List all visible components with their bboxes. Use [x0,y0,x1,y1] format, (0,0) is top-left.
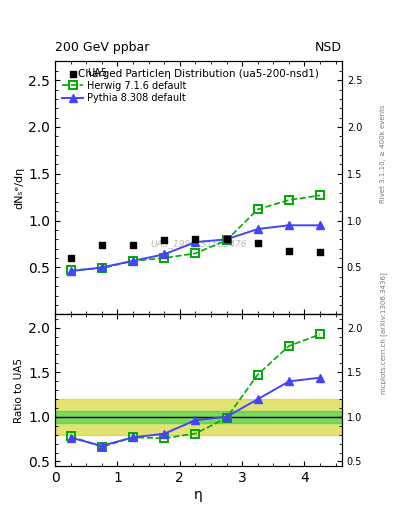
Text: Rivet 3.1.10, ≥ 400k events: Rivet 3.1.10, ≥ 400k events [380,104,386,203]
Pythia 8.308 default [318,222,322,228]
UA5 [130,241,136,249]
Pythia 8.308 default [130,258,135,264]
UA5 [255,239,261,247]
Line: Herwig 7.1.6 default: Herwig 7.1.6 default [67,191,324,274]
Herwig 7.1.6 default [318,193,322,199]
Herwig 7.1.6 default [68,267,73,273]
UA5 [99,241,105,249]
Pythia 8.308 default [99,264,104,270]
Pythia 8.308 default [286,222,291,228]
Herwig 7.1.6 default [130,258,135,264]
Text: Charged Particleη Distribution (ua5-200-nsd1): Charged Particleη Distribution (ua5-200-… [78,69,319,79]
UA5 [161,236,167,244]
Herwig 7.1.6 default [193,250,198,257]
Herwig 7.1.6 default [224,237,229,243]
Y-axis label: dNₛᵉ/dη: dNₛᵉ/dη [14,167,24,209]
UA5 [68,254,74,262]
UA5 [286,246,292,254]
Y-axis label: Ratio to UA5: Ratio to UA5 [14,357,24,422]
Pythia 8.308 default [193,239,198,245]
Pythia 8.308 default [162,251,167,258]
Text: NSD: NSD [315,41,342,54]
X-axis label: η: η [194,487,203,502]
Herwig 7.1.6 default [286,197,291,203]
Pythia 8.308 default [255,226,260,232]
Bar [55,399,342,435]
Herwig 7.1.6 default [255,206,260,212]
Text: UA5_1996_S1583476: UA5_1996_S1583476 [150,239,247,248]
Legend: UA5, Herwig 7.1.6 default, Pythia 8.308 default: UA5, Herwig 7.1.6 default, Pythia 8.308 … [60,66,188,105]
UA5 [223,235,230,243]
Line: Pythia 8.308 default: Pythia 8.308 default [67,222,324,275]
UA5 [317,248,323,257]
Herwig 7.1.6 default [99,265,104,271]
Pythia 8.308 default [68,268,73,274]
Pythia 8.308 default [224,236,229,242]
Bar [55,411,342,423]
Text: 200 GeV ppbar: 200 GeV ppbar [55,41,149,54]
UA5 [192,235,198,243]
Herwig 7.1.6 default [162,255,167,261]
Text: mcplots.cern.ch [arXiv:1306.3436]: mcplots.cern.ch [arXiv:1306.3436] [380,272,387,394]
